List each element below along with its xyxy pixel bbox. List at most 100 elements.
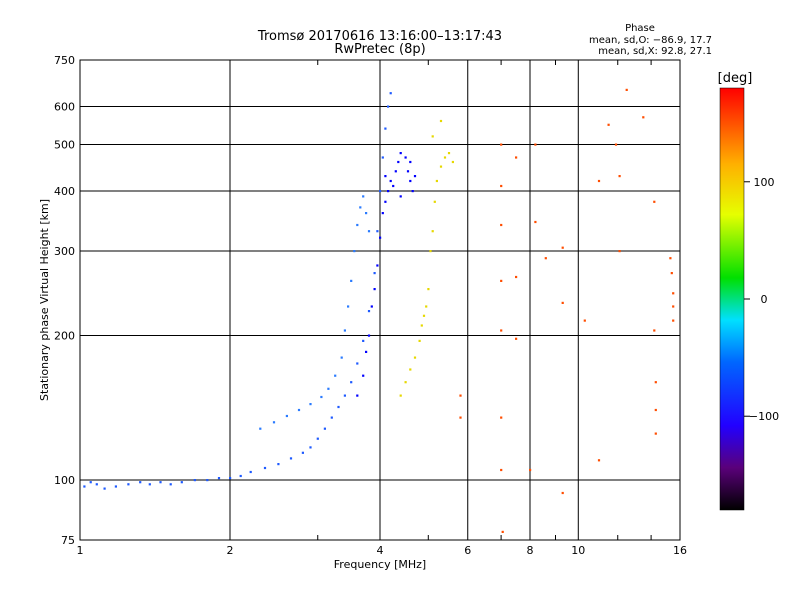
data-point — [439, 165, 443, 168]
data-point — [367, 334, 371, 337]
data-point — [365, 212, 368, 215]
data-point — [379, 190, 382, 193]
data-point — [515, 156, 518, 159]
data-point — [350, 381, 353, 384]
x-tick-label: 4 — [377, 544, 384, 557]
data-point — [429, 250, 432, 253]
data-point — [653, 329, 656, 332]
data-point — [392, 184, 395, 188]
data-point — [413, 356, 417, 359]
phase-stats-o: mean, sd,O: −86.9, 17.7 — [589, 35, 712, 46]
data-point — [672, 292, 675, 295]
colorbar-tick-label: 100 — [754, 176, 775, 189]
data-point — [561, 491, 564, 495]
data-point — [399, 195, 402, 198]
data-point — [365, 350, 368, 353]
chart-title: Tromsø 20170616 13:16:00–13:17:43 — [257, 29, 502, 44]
data-point — [362, 374, 365, 377]
data-point — [285, 414, 288, 418]
data-point — [654, 408, 657, 412]
data-point — [320, 395, 323, 399]
data-point — [529, 468, 532, 472]
data-point — [451, 160, 454, 164]
data-point — [139, 481, 142, 484]
data-point — [301, 451, 304, 454]
data-point — [350, 279, 353, 282]
data-point — [277, 463, 280, 466]
data-point — [148, 483, 151, 486]
data-point — [411, 190, 414, 193]
data-point — [180, 481, 183, 484]
data-point — [406, 170, 410, 173]
data-point — [459, 394, 462, 397]
data-point — [500, 416, 503, 419]
data-point — [387, 190, 390, 193]
data-point — [309, 446, 312, 449]
colorbar-label: [deg] — [718, 71, 753, 86]
data-point — [597, 179, 601, 183]
data-point — [327, 387, 330, 390]
data-point — [654, 432, 657, 435]
data-point — [500, 223, 503, 227]
data-point — [500, 468, 503, 472]
plot-frame — [79, 59, 681, 541]
phase-stats-x: mean, sd,X: 92.8, 27.1 — [598, 46, 712, 57]
data-point — [362, 339, 365, 342]
data-point — [334, 374, 337, 377]
data-point — [340, 356, 343, 359]
data-point — [95, 483, 98, 486]
data-point — [399, 394, 402, 397]
y-tick-label: 600 — [54, 101, 75, 114]
data-point — [501, 530, 504, 533]
data-point — [672, 305, 675, 308]
data-point — [500, 279, 503, 282]
data-point — [413, 175, 417, 178]
data-point — [583, 319, 586, 322]
data-point — [515, 275, 518, 279]
points-layer — [83, 88, 675, 533]
data-point — [399, 152, 402, 155]
data-point — [654, 381, 657, 384]
data-point — [347, 305, 350, 308]
data-point — [376, 264, 379, 267]
data-point — [500, 329, 503, 332]
data-point — [330, 416, 333, 419]
colorbar-tick-label: 0 — [761, 293, 768, 306]
data-point — [343, 394, 346, 397]
data-point — [239, 474, 242, 478]
data-point — [389, 179, 392, 183]
y-tick-label: 100 — [54, 474, 75, 487]
chart-subtitle: RwPretec (8p) — [334, 42, 425, 57]
data-point — [373, 288, 376, 291]
data-point — [384, 175, 387, 178]
colorbar-ticks: 100 0 −100 — [744, 176, 779, 423]
data-point — [618, 175, 621, 178]
x-axis-label: Frequency [MHz] — [334, 558, 426, 571]
colorbar — [719, 87, 745, 511]
data-point — [384, 200, 387, 203]
data-point — [431, 230, 434, 233]
y-tick-label: 400 — [54, 185, 75, 198]
data-point — [367, 230, 371, 233]
data-point — [409, 368, 412, 371]
data-point — [597, 459, 601, 462]
data-point — [103, 487, 106, 490]
colorbar-tick-label: −100 — [749, 410, 779, 423]
data-point — [206, 479, 209, 482]
x-tick-label: 10 — [571, 544, 585, 557]
data-point — [618, 250, 621, 253]
data-point — [672, 319, 675, 322]
data-point — [169, 483, 172, 486]
y-tick-label: 500 — [54, 139, 75, 152]
data-point — [625, 88, 628, 91]
data-point — [89, 481, 92, 484]
data-point — [359, 206, 362, 209]
data-point — [362, 195, 365, 198]
data-point — [394, 170, 397, 173]
data-point — [289, 457, 293, 460]
data-point — [389, 92, 392, 95]
data-point — [114, 485, 117, 488]
data-point — [373, 272, 376, 275]
data-point — [500, 184, 503, 188]
data-point — [83, 485, 86, 488]
